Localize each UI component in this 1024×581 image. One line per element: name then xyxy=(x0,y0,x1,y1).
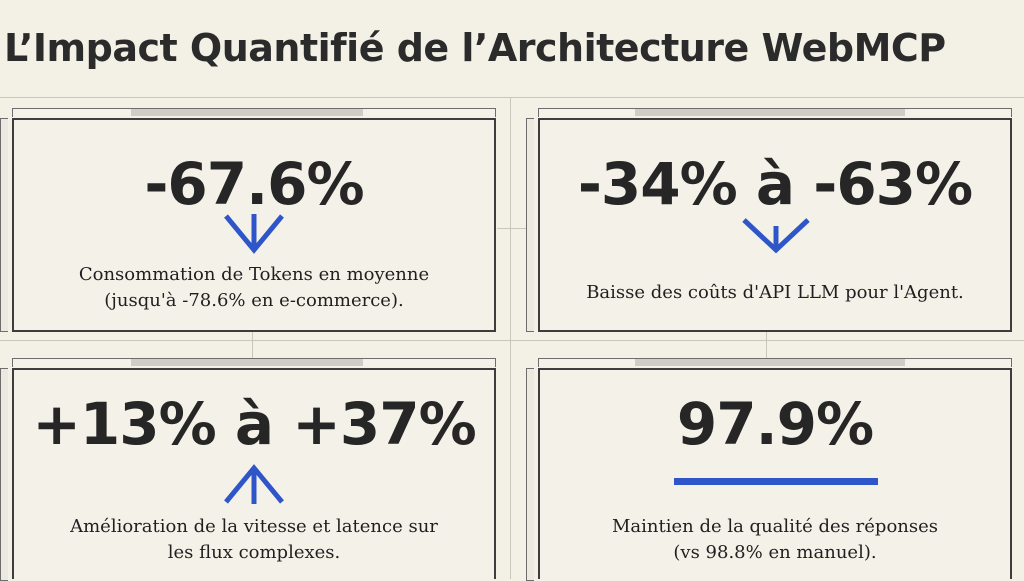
description-line: (vs 98.8% en manuel). xyxy=(673,542,877,563)
card-side-bar xyxy=(526,368,534,581)
description-line: (jusqu'à -78.6% en e-commerce). xyxy=(104,290,404,311)
background-gridline xyxy=(0,97,1024,98)
card-side-bar xyxy=(0,368,8,581)
background-gridline xyxy=(0,340,1024,341)
metric-value: -34% à -63% xyxy=(577,150,973,218)
metric-description: Baisse des coûts d'API LLM pour l'Agent. xyxy=(540,280,1010,306)
background-gridline xyxy=(252,330,253,358)
background-gridline xyxy=(510,97,511,579)
metric-description: Maintien de la qualité des réponses (vs … xyxy=(540,514,1010,566)
description-line: Maintien de la qualité des réponses xyxy=(611,516,938,537)
card-top-bar xyxy=(12,108,496,117)
background-gridline xyxy=(766,330,767,358)
arrow-up-icon xyxy=(224,464,284,504)
page-title: L’Impact Quantifié de l’Architecture Web… xyxy=(4,26,946,70)
horizontal-bar-icon xyxy=(674,478,878,485)
metric-description: Amélioration de la vitesse et latence su… xyxy=(14,514,494,566)
chevron-down-icon xyxy=(742,218,810,254)
metric-value: +13% à +37% xyxy=(32,390,476,458)
metric-card-tokens: -67.6% Consommation de Tokens en moyenne… xyxy=(0,108,496,332)
metric-card-api-cost: -34% à -63% Baisse des coûts d'API LLM p… xyxy=(526,108,1012,332)
metric-card-speed: +13% à +37% Amélioration de la vitesse e… xyxy=(0,358,496,581)
metric-card-quality: 97.9% Maintien de la qualité des réponse… xyxy=(526,358,1012,581)
card-top-bar xyxy=(12,358,496,367)
description-line: Amélioration de la vitesse et latence su… xyxy=(70,516,438,537)
card-side-bar xyxy=(0,118,8,332)
description-line: Baisse des coûts d'API LLM pour l'Agent. xyxy=(586,282,964,303)
arrow-down-icon xyxy=(224,214,284,254)
card-side-bar xyxy=(526,118,534,332)
card-top-bar xyxy=(538,108,1012,117)
description-line: Consommation de Tokens en moyenne xyxy=(78,264,430,285)
metric-description: Consommation de Tokens en moyenne (jusqu… xyxy=(14,262,494,314)
metric-value: -67.6% xyxy=(144,150,364,218)
card-top-bar xyxy=(538,358,1012,367)
metric-value: 97.9% xyxy=(676,390,874,458)
description-line: les flux complexes. xyxy=(167,542,341,563)
background-gridline xyxy=(497,228,527,229)
